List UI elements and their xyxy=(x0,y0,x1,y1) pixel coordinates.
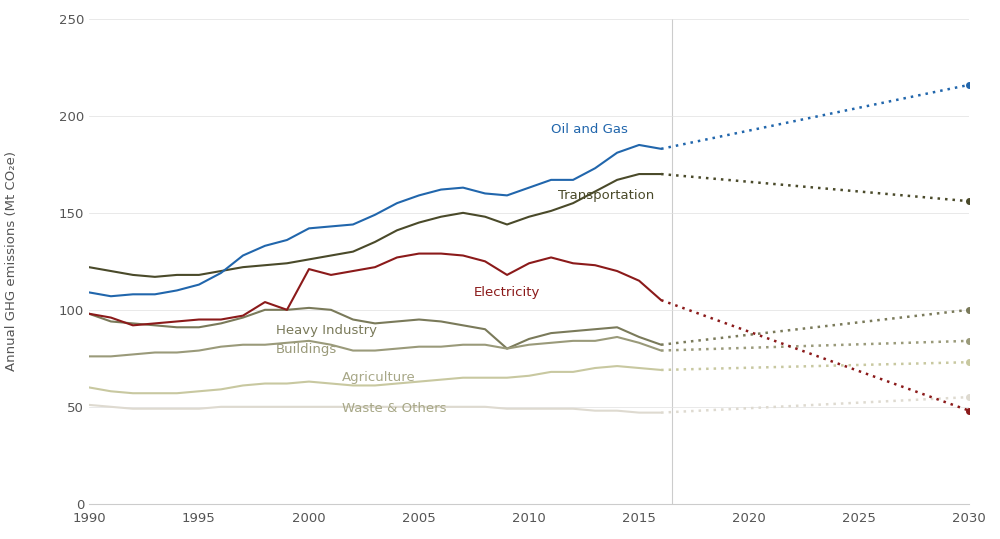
Text: Oil and Gas: Oil and Gas xyxy=(551,123,628,136)
Text: Agriculture: Agriculture xyxy=(342,371,416,384)
Text: Electricity: Electricity xyxy=(474,286,540,299)
Text: Waste & Others: Waste & Others xyxy=(342,402,446,415)
Text: Buildings: Buildings xyxy=(276,343,337,356)
Text: Transportation: Transportation xyxy=(558,189,654,202)
Text: Heavy Industry: Heavy Industry xyxy=(276,324,377,337)
Y-axis label: Annual GHG emissions (Mt CO₂e): Annual GHG emissions (Mt CO₂e) xyxy=(5,151,18,371)
